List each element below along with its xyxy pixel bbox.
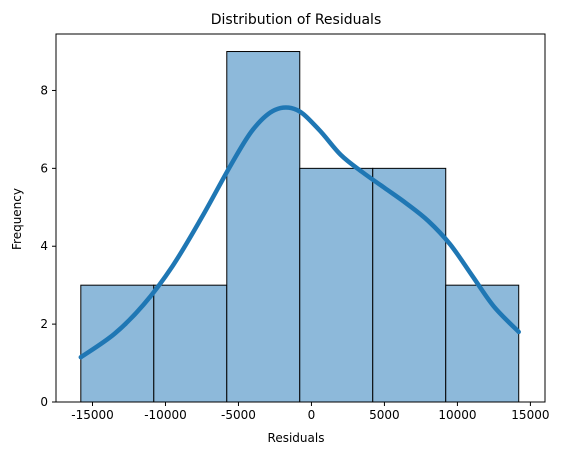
x-tick-label: 0 (308, 408, 316, 422)
x-tick-label: 5000 (369, 408, 400, 422)
y-tick-label: 4 (40, 239, 48, 253)
histogram-bar-6 (446, 285, 519, 402)
y-tick-label: 0 (40, 395, 48, 409)
x-axis-ticks: -15000 -10000 -5000 0 5000 10000 15000 (71, 402, 549, 422)
y-axis-label: Frequency (10, 188, 24, 250)
x-tick-label: 15000 (511, 408, 549, 422)
histogram-bar-4 (300, 168, 373, 402)
histogram-bar-3 (227, 52, 300, 402)
x-tick-label: -10000 (144, 408, 187, 422)
histogram-bar-2 (154, 285, 227, 402)
chart-title: Distribution of Residuals (211, 12, 382, 28)
y-tick-label: 6 (40, 161, 48, 175)
y-axis-ticks: 0 2 4 6 8 (40, 83, 56, 409)
x-tick-label: -5000 (221, 408, 256, 422)
y-tick-label: 8 (40, 83, 48, 97)
x-tick-label: -15000 (71, 408, 114, 422)
histogram-bars (81, 52, 519, 402)
x-axis-label: Residuals (268, 431, 325, 445)
x-tick-label: 10000 (438, 408, 476, 422)
y-tick-label: 2 (40, 317, 48, 331)
